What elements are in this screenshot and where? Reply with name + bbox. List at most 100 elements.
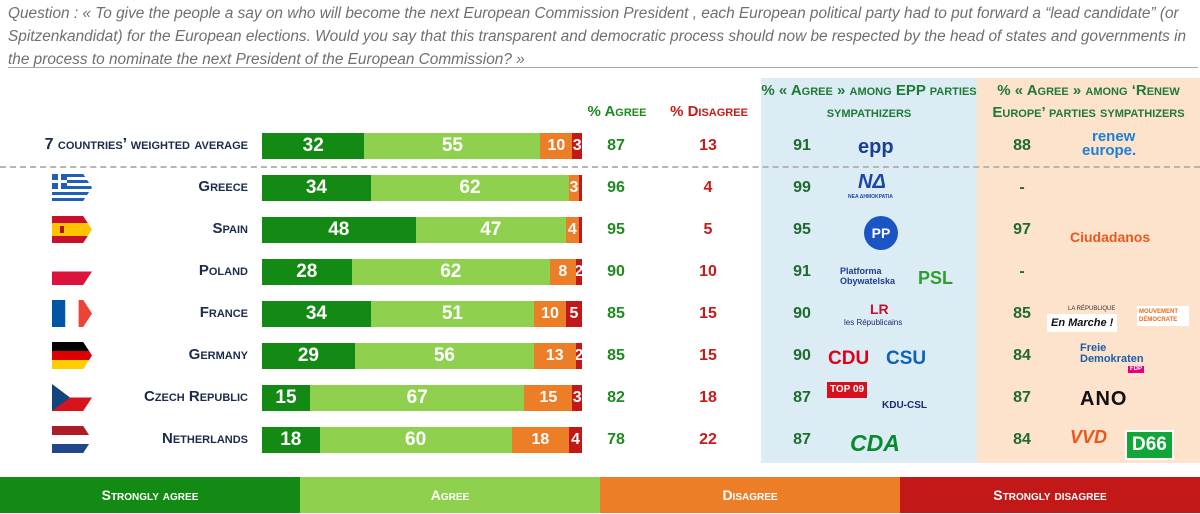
bar-segment-strongly-agree: 28: [262, 259, 352, 285]
bar-segment-disagree: 10: [533, 301, 566, 327]
disagree-total: 4: [703, 179, 713, 196]
fdp-logo-line2: Demokraten: [1080, 353, 1144, 365]
epp-agree-value: 95: [793, 221, 811, 238]
legend-agree: Agree: [300, 477, 600, 513]
bar-data-label: 62: [440, 261, 462, 282]
bar-data-label: 15: [275, 387, 297, 408]
stacked-bar: 48 47 4: [262, 217, 582, 243]
bar-segment-agree: 56: [354, 343, 534, 369]
bar-segment-disagree: 8: [549, 259, 576, 285]
bar-segment-strongly-agree: 18: [262, 427, 320, 453]
agree-total: 95: [607, 221, 625, 238]
lrem-logo-caption: LA RÉPUBLIQUE: [1068, 306, 1116, 312]
bar-segment-disagree: 10: [540, 133, 573, 159]
bar-data-label: 56: [433, 345, 455, 366]
renew-agree-value: 84: [1013, 347, 1031, 364]
renew-agree-value: -: [1019, 179, 1025, 196]
stacked-bar: 29 56 13 2: [262, 343, 582, 369]
ciudadanos-logo: Ciudadanos: [1070, 229, 1151, 245]
country-label: Greece: [198, 178, 248, 195]
country-label: Spain: [212, 220, 248, 237]
epp-agree-value: 87: [793, 431, 811, 448]
epp-agree-value: 99: [793, 179, 811, 196]
bar-data-label: 3: [572, 389, 582, 406]
bar-data-label: 29: [297, 345, 319, 366]
greece-flag: [52, 174, 92, 201]
bar-data-label: 3: [569, 179, 579, 196]
disagree-total: 15: [699, 305, 717, 322]
bar-data-label: 8: [558, 263, 568, 280]
stacked-bar: 34 51 10 5: [262, 301, 582, 327]
bar-data-label: 62: [459, 177, 481, 198]
bar-data-label: 32: [302, 135, 324, 156]
bar-data-label: 67: [406, 387, 428, 408]
bar-segment-strongly-agree: 34: [262, 175, 371, 201]
legend-disagree: Disagree: [600, 477, 900, 513]
agree-total: 78: [607, 431, 625, 448]
renew-column-panel: [977, 78, 1200, 463]
question-divider: [8, 67, 1198, 68]
renew-column-header: % « Agree » among ‘Renew Europe’ parties…: [992, 82, 1185, 121]
bar-segment-strongly-disagree: 2: [575, 259, 582, 285]
bar-segment-disagree: 3: [569, 175, 579, 201]
czech-republic-flag: [52, 384, 92, 411]
epp-agree-value: 91: [793, 263, 811, 280]
netherlands-flag: [52, 426, 92, 453]
stacked-bar: 32 55 10 3: [262, 133, 582, 159]
epp-agree-value: 90: [793, 305, 811, 322]
bar-data-label: 10: [547, 137, 566, 154]
epp-logo: epp: [858, 136, 894, 158]
bar-segment-strongly-disagree: [578, 217, 582, 243]
bar-data-label: 2: [575, 347, 582, 364]
renew-logo: renew: [1092, 128, 1136, 145]
legend-strongly-disagree: Strongly disagree: [900, 477, 1200, 513]
country-label: Netherlands: [161, 430, 248, 447]
epp-agree-value: 91: [793, 137, 811, 154]
modem-logo: MOUVEMENT DÉMOCRATE: [1137, 306, 1189, 326]
bar-data-label: 15: [539, 389, 558, 406]
stacked-bar: 15 67 15 3: [262, 385, 582, 411]
bar-segment-strongly-agree: 48: [262, 217, 416, 243]
bar-segment-disagree: 4: [565, 217, 579, 243]
stacked-bar: 28 62 8 2: [262, 259, 582, 285]
bar-segment-disagree: 15: [524, 385, 573, 411]
average-separator: [0, 166, 1200, 168]
poland-flag: [52, 258, 92, 285]
bar-segment-disagree: 13: [533, 343, 576, 369]
bar-data-label: 18: [280, 429, 302, 450]
disagree-total: 22: [699, 431, 717, 448]
bar-data-label: 13: [545, 347, 564, 364]
legend-strongly-agree: Strongly agree: [0, 477, 300, 513]
bar-data-label: 18: [531, 431, 550, 448]
lr-logo: LR: [870, 301, 889, 317]
bar-segment-strongly-disagree: 4: [569, 427, 582, 453]
agree-total: 87: [607, 137, 625, 154]
epp-column-header: % « Agree » among EPP parties sympathize…: [761, 82, 977, 121]
spain-flag: [52, 216, 92, 243]
d66-logo: D66: [1125, 430, 1174, 460]
bar-segment-agree: 67: [310, 385, 525, 411]
bar-segment-strongly-disagree: 3: [572, 133, 582, 159]
average-row-label: 7 countries’ weighted average: [44, 136, 248, 153]
fdp-logo: Freie: [1080, 342, 1107, 354]
germany-flag: [52, 342, 92, 369]
renew-logo-line2: europe.: [1082, 142, 1137, 159]
bar-data-label: 4: [571, 431, 581, 448]
epp-column-panel: [761, 78, 977, 463]
agree-column-header: % Agree: [587, 103, 647, 120]
nd-logo-caption: ΝΕΑ ΔΗΜΟΚΡΑΤΙΑ: [848, 194, 893, 200]
bar-segment-strongly-disagree: [578, 175, 582, 201]
bar-data-label: 2: [575, 263, 582, 280]
disagree-total: 10: [699, 263, 717, 280]
bar-data-label: 48: [328, 219, 350, 240]
survey-question: Question : « To give the people a say on…: [8, 5, 1187, 68]
disagree-total: 18: [699, 389, 717, 406]
cdu-logo: CDU: [828, 348, 870, 369]
bar-segment-strongly-agree: 29: [262, 343, 355, 369]
renew-agree-value: -: [1019, 263, 1025, 280]
renew-agree-value: 87: [1013, 389, 1031, 406]
bar-data-label: 47: [480, 219, 502, 240]
bar-segment-agree: 60: [319, 427, 512, 453]
agree-total: 90: [607, 263, 625, 280]
csu-logo: CSU: [886, 348, 927, 369]
